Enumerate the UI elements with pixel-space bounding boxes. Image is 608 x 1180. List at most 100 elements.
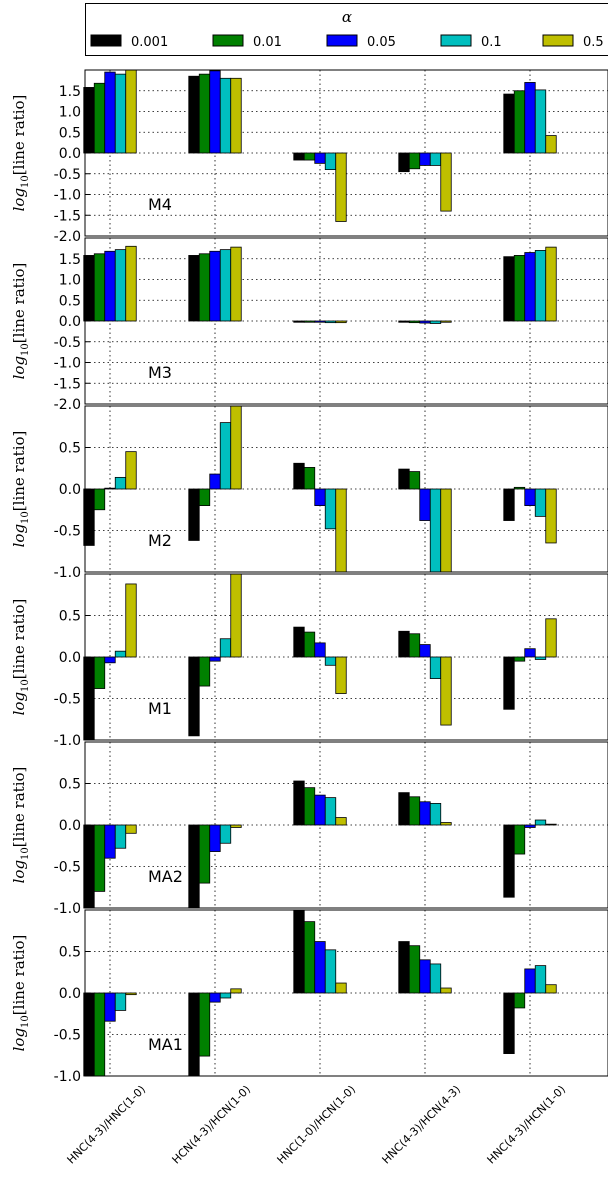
- y-tick-label: 0.0: [59, 482, 81, 498]
- bar-M3-0.1-2: [325, 321, 336, 323]
- legend-label-0.05: 0.05: [367, 35, 396, 50]
- x-tick-label: HCN(4-3)/HCN(1-0): [170, 1083, 254, 1167]
- bar-M4-0.05-3: [420, 153, 431, 165]
- x-tick-labels: HNC(4-3)/HNC(1-0) HCN(4-3)/HCN(1-0) HNC(1-…: [65, 1083, 569, 1167]
- bar-M3-0.1-1: [220, 250, 231, 321]
- bar-MA1-0.1-2: [325, 950, 336, 993]
- bar-MA2-0.5-1: [231, 825, 242, 827]
- bar-M3-0.5-1: [231, 247, 242, 321]
- bar-M2-0.001-3: [399, 469, 410, 489]
- bar-M1-0.5-2: [336, 657, 347, 694]
- bar-M4-0.1-4: [535, 90, 546, 153]
- bar-MA1-0.05-1: [210, 993, 221, 1002]
- bar-M2-0.01-3: [409, 472, 420, 489]
- bar-MA1-0.01-4: [514, 993, 525, 1008]
- y-tick-label: 0.5: [59, 441, 81, 457]
- bar-MA2-0.001-4: [504, 825, 515, 897]
- y-tick-label: 0.5: [59, 609, 81, 625]
- x-tick-label: HNC(4-3)/HCN(4-3): [380, 1083, 464, 1167]
- bar-M4-0.05-4: [525, 82, 536, 153]
- bar-M2-0.001-2: [294, 463, 305, 489]
- bar-M2-0.01-2: [304, 467, 315, 489]
- bar-M2-0.01-1: [199, 489, 210, 506]
- bar-M2-0.5-1: [231, 406, 242, 489]
- bar-MA2-0.05-0: [105, 825, 116, 858]
- bar-M2-0.5-4: [546, 489, 557, 543]
- bar-MA1-0.1-4: [535, 966, 546, 993]
- bar-M3-0.5-4: [546, 247, 557, 321]
- bar-MA1-0.1-3: [430, 964, 441, 993]
- y-tick-label: -1.0: [54, 356, 81, 372]
- bar-M4-0.01-4: [514, 91, 525, 153]
- bar-M1-0.001-4: [504, 657, 515, 709]
- bar-M1-0.01-1: [199, 657, 210, 686]
- bar-M4-0.1-0: [115, 74, 126, 153]
- bar-MA2-0.01-3: [409, 797, 420, 825]
- legend-label-0.01: 0.01: [253, 35, 282, 50]
- y-tick-label: -1.0: [54, 733, 81, 749]
- y-tick-label: 1.0: [59, 273, 81, 289]
- bar-MA1-0.01-3: [409, 946, 420, 993]
- bar-M3-0.05-1: [210, 251, 221, 321]
- bar-M1-0.001-1: [189, 657, 200, 736]
- bar-M1-0.05-1: [210, 657, 221, 661]
- bar-MA2-0.1-3: [430, 803, 441, 825]
- bar-M2-0.1-4: [535, 489, 546, 516]
- y-tick-label: 0.5: [59, 945, 81, 961]
- bar-M2-0.01-0: [94, 489, 105, 510]
- bar-MA2-0.01-2: [304, 788, 315, 825]
- bar-M3-0.01-2: [304, 321, 315, 322]
- bar-M2-0.1-1: [220, 423, 231, 489]
- bar-M2-0.1-0: [115, 477, 126, 489]
- y-tick-label: -1.0: [54, 1069, 81, 1085]
- bar-MA2-0.5-3: [441, 823, 452, 825]
- bar-MA2-0.5-2: [336, 818, 347, 825]
- bar-M1-0.01-2: [304, 632, 315, 657]
- bar-MA2-0.1-2: [325, 798, 336, 825]
- bar-M1-0.05-2: [315, 643, 326, 657]
- legend-label-0.1: 0.1: [481, 35, 502, 50]
- bar-M1-0.01-0: [94, 657, 105, 689]
- y-tick-label: 0.0: [59, 650, 81, 666]
- y-tick-label: -2.0: [54, 397, 81, 413]
- bar-M1-0.01-4: [514, 657, 525, 661]
- bar-M3-0.01-0: [94, 254, 105, 321]
- bar-M3-0.05-3: [420, 321, 431, 323]
- bar-MA2-0.001-2: [294, 781, 305, 825]
- bar-MA1-0.001-1: [189, 993, 200, 1076]
- y-axis-label: log10[line ratio]: [10, 935, 31, 1052]
- bar-MA1-0.001-2: [294, 910, 305, 993]
- y-tick-label: -0.5: [54, 167, 81, 183]
- bar-MA2-0.01-1: [199, 825, 210, 883]
- y-axis-label: log10[line ratio]: [10, 263, 31, 380]
- bar-M2-0.05-1: [210, 474, 221, 489]
- bar-MA1-0.01-0: [94, 993, 105, 1076]
- bar-M4-0.001-3: [399, 153, 410, 172]
- bar-M4-0.5-2: [336, 153, 347, 221]
- panel-label-M4: M4: [148, 195, 172, 214]
- legend-swatch-0.05: [327, 35, 357, 46]
- bar-M4-0.5-1: [231, 78, 242, 153]
- bar-M2-0.001-4: [504, 489, 515, 521]
- bar-M3-0.01-1: [199, 254, 210, 321]
- bar-M2-0.05-0: [105, 488, 116, 489]
- x-tick-label: HNC(1-0)/HCN(1-0): [275, 1083, 359, 1167]
- x-tick-label: HNC(4-3)/HNC(1-0): [65, 1083, 149, 1167]
- bar-M3-0.01-3: [409, 321, 420, 323]
- bar-M4-0.05-1: [210, 71, 221, 153]
- y-tick-label: 0.5: [59, 777, 81, 793]
- panel-M1: 0.5 0.0 -0.5 -1.0 M1 log10[line ratio]: [10, 574, 608, 749]
- bar-MA2-0.1-0: [115, 825, 126, 848]
- bar-M4-0.001-4: [504, 94, 515, 153]
- bar-M1-0.5-1: [231, 574, 242, 657]
- y-tick-label: -0.5: [54, 860, 81, 876]
- y-tick-label: 0.0: [59, 314, 81, 330]
- y-tick-label: 0.5: [59, 125, 81, 141]
- bar-M1-0.05-0: [105, 657, 116, 663]
- y-tick-label: 1.0: [59, 105, 81, 121]
- panel-label-M1: M1: [148, 699, 172, 718]
- bar-M4-0.5-0: [126, 70, 137, 153]
- bar-M1-0.01-3: [409, 634, 420, 657]
- panel-MA1: 0.5 0.0 -0.5 -1.0 MA1 log10[line ratio]: [10, 910, 608, 1085]
